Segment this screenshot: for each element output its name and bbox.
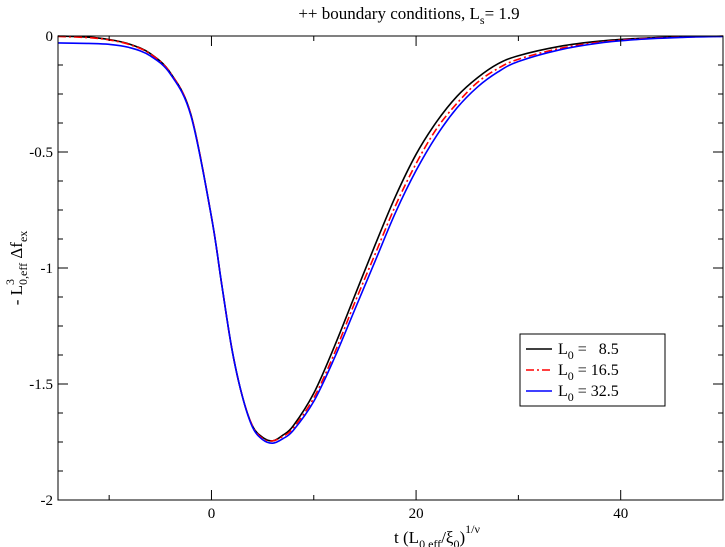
axes-layer: 0 20 40 0 -0.5 -1 -1.5 -2 (29, 29, 724, 522)
legend-label-2: L0 = 16.5 (558, 362, 619, 383)
y-axis-label: - L30,eff Δfex (3, 231, 30, 306)
x-tick-label: 0 (208, 506, 216, 522)
chart-title: ++ boundary conditions, Ls= 1.9 (298, 4, 519, 27)
plot-frame (57, 35, 724, 501)
x-tick-label: 40 (613, 506, 628, 522)
x-axis-label: t (L0,eff/ξ0)1/ν (394, 522, 480, 547)
legend-label-3: L0 = 32.5 (558, 383, 619, 404)
y-tick-label: -0.5 (29, 145, 53, 161)
y-tick-label: -1.5 (29, 377, 53, 393)
x-tick-label: 20 (409, 506, 424, 522)
y-tick-label: 0 (46, 29, 54, 45)
legend-label-1: L0 = 8.5 (558, 341, 619, 362)
series-line-3 (57, 35, 724, 444)
legend: L0 = 8.5L0 = 16.5L0 = 32.5 (519, 333, 666, 407)
y-tick-label: -1 (41, 261, 54, 277)
series-layer (57, 35, 724, 444)
y-tick-label: -2 (41, 493, 54, 509)
